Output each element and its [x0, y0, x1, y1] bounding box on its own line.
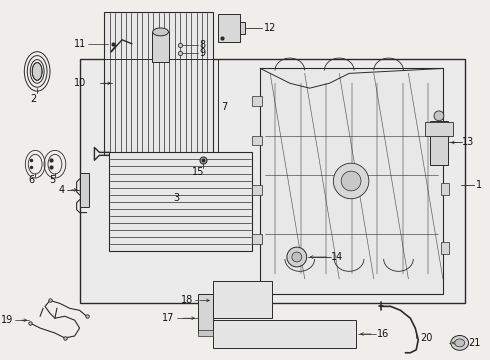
Text: 7: 7 [221, 102, 227, 112]
Bar [198, 330, 213, 336]
Text: 17: 17 [162, 313, 174, 323]
Text: 1: 1 [475, 180, 482, 190]
Circle shape [287, 247, 307, 267]
Text: 14: 14 [331, 252, 343, 262]
Text: 21: 21 [468, 338, 481, 348]
Bar [441, 242, 449, 254]
Bar [252, 234, 262, 244]
Bar [252, 185, 262, 195]
Bar [104, 12, 213, 155]
Text: 20: 20 [420, 333, 433, 343]
Bar [79, 59, 465, 303]
Bar [252, 136, 262, 145]
Text: 5: 5 [49, 175, 55, 185]
Bar [260, 68, 443, 293]
Text: 13: 13 [462, 138, 474, 148]
Bar [152, 32, 170, 62]
Bar [213, 281, 272, 318]
Ellipse shape [451, 336, 468, 350]
Bar [441, 124, 449, 136]
Bar [213, 320, 356, 348]
Text: 8: 8 [199, 40, 205, 50]
Bar [425, 122, 453, 136]
Ellipse shape [32, 63, 42, 80]
Text: 10: 10 [74, 78, 87, 88]
Text: 2: 2 [30, 94, 36, 104]
Text: 3: 3 [173, 193, 179, 203]
Bar [252, 96, 262, 106]
Ellipse shape [153, 28, 169, 36]
Bar [430, 121, 448, 165]
Bar [198, 293, 213, 333]
Bar [79, 173, 90, 207]
Text: 18: 18 [181, 296, 193, 305]
Text: 15: 15 [192, 167, 204, 177]
Bar [240, 22, 245, 34]
Text: 11: 11 [74, 39, 87, 49]
Bar [441, 183, 449, 195]
Text: 6: 6 [28, 175, 34, 185]
Circle shape [434, 111, 444, 121]
Ellipse shape [455, 339, 465, 347]
Text: 4: 4 [59, 185, 65, 195]
Circle shape [341, 171, 361, 191]
Text: 19: 19 [1, 315, 13, 325]
Text: 12: 12 [264, 23, 276, 33]
Circle shape [292, 252, 302, 262]
Bar [218, 14, 240, 42]
Circle shape [333, 163, 369, 199]
Bar [109, 152, 252, 251]
Text: 9: 9 [199, 48, 205, 58]
Text: 16: 16 [377, 329, 389, 339]
